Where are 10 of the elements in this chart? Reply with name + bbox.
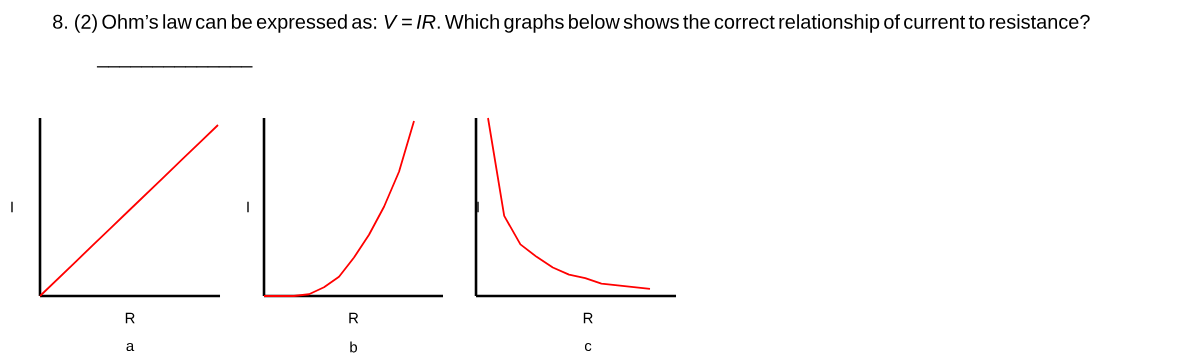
y-axis-title: I	[247, 201, 249, 213]
x-axis-title: R	[349, 312, 359, 324]
text: b	[350, 341, 358, 353]
y-axis-title: I	[11, 201, 13, 213]
y-axis-title: I	[477, 201, 479, 213]
text: c	[584, 342, 592, 352]
text: a	[126, 342, 135, 352]
chart-title: 8. (2) Ohm’s law can be expressed as: V = IR. Which graphs below shows the correct relationship of current to resistance? ______________	[53, 14, 1090, 68]
x-axis-title: R	[125, 312, 135, 324]
x-axis-title: R	[583, 312, 593, 324]
